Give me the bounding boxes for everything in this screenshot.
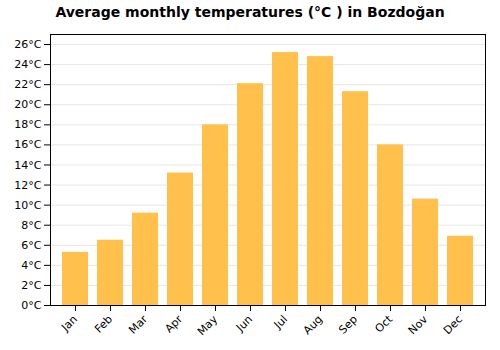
svg-text:Jun: Jun: [233, 313, 255, 335]
svg-text:4°C: 4°C: [21, 259, 41, 272]
svg-text:Mar: Mar: [126, 312, 150, 336]
svg-text:Jan: Jan: [58, 313, 80, 335]
svg-text:12°C: 12°C: [14, 179, 41, 192]
svg-text:Aug: Aug: [301, 313, 325, 337]
svg-text:14°C: 14°C: [14, 159, 41, 172]
svg-text:Oct: Oct: [372, 312, 395, 335]
svg-text:0°C: 0°C: [21, 299, 41, 312]
html-text:Average monthly temperatures (: Average monthly temperatures (°C ) in Bo…: [55, 4, 445, 20]
svg-text:Nov: Nov: [406, 312, 431, 337]
svg-text:26°C: 26°C: [14, 38, 41, 51]
svg-text:18°C: 18°C: [14, 118, 41, 131]
svg-text:Dec: Dec: [441, 313, 465, 337]
svg-text:6°C: 6°C: [21, 239, 41, 252]
svg-text:Jul: Jul: [271, 313, 290, 332]
svg-text:10°C: 10°C: [14, 199, 41, 212]
svg-text:24°C: 24°C: [14, 58, 41, 71]
svg-text:Apr: Apr: [162, 312, 185, 335]
svg-text:2°C: 2°C: [21, 279, 41, 292]
svg-text:20°C: 20°C: [14, 98, 41, 111]
svg-text:22°C: 22°C: [14, 78, 41, 91]
svg-text:16°C: 16°C: [14, 138, 41, 151]
svg-text:May: May: [195, 312, 221, 338]
svg-text:8°C: 8°C: [21, 219, 41, 232]
svg-text:Feb: Feb: [92, 313, 115, 336]
svg-text:Sep: Sep: [336, 313, 360, 337]
